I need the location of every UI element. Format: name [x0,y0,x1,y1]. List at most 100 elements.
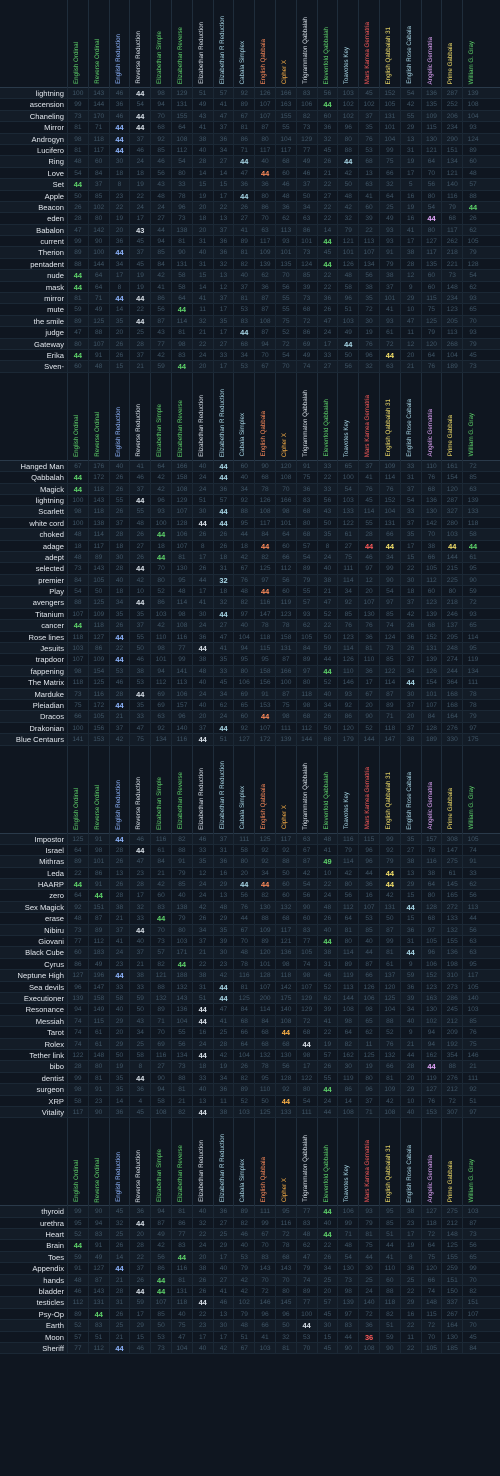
column-header[interactable]: Elizabethan R Reduction [212,1118,234,1207]
row-phrase[interactable]: mute [47,305,64,315]
column-header[interactable]: Cabala Simplex [233,0,254,88]
column-header[interactable]: Elizabethan Reduction [191,1118,213,1207]
column-header[interactable]: Reverse Reduction [129,1118,150,1207]
row-phrase[interactable]: Play [49,587,64,597]
row-phrase[interactable]: choked [39,530,65,540]
column-header[interactable]: Elizabethan R Reduction [212,745,234,834]
column-header[interactable]: William G. Gray [462,0,483,88]
column-header[interactable]: English Qabbala [254,745,275,834]
row-phrase[interactable]: Therion [38,248,64,258]
column-header[interactable]: English Qabbalah 31 [378,745,400,834]
row-phrase[interactable]: trapdoor [35,655,64,665]
row-phrase[interactable]: adept [44,552,64,562]
row-phrase[interactable]: Drakonian [29,723,64,733]
row-phrase[interactable]: Rolex [44,1039,64,1049]
column-header[interactable]: English Qabbalah 31 [378,1118,400,1207]
row-phrase[interactable]: mirror [44,294,64,304]
row-phrase[interactable]: Nibiru [44,925,64,935]
row-phrase[interactable]: Titanium [35,609,64,619]
row-phrase[interactable]: Executioner [23,994,64,1003]
row-phrase[interactable]: Mithras [39,857,64,867]
column-header[interactable]: Elevenfold Qabbalah [316,1118,338,1207]
row-phrase[interactable]: Apple [44,191,64,201]
column-header[interactable]: Toavotes Key [337,372,358,461]
row-phrase[interactable]: XRP [48,1096,64,1106]
column-header[interactable]: English Reduction [108,1118,130,1207]
row-phrase[interactable]: Giovani [38,937,64,947]
column-header[interactable]: Reverse Ordinal [87,1118,109,1207]
row-phrase[interactable]: HAARP [37,880,64,890]
column-header[interactable]: Angelic Gematria [420,0,442,88]
column-header[interactable]: English Rose Cabala [399,372,421,461]
row-phrase[interactable]: Leda [47,868,64,878]
column-header[interactable]: Angelic Gematria [420,745,442,834]
column-header[interactable]: William G. Gray [462,1118,483,1207]
column-header[interactable]: English Reduction [108,372,130,461]
row-phrase[interactable]: Ring [48,157,64,167]
row-phrase[interactable]: Tether link [29,1050,64,1060]
row-phrase[interactable]: Babalon [36,225,64,235]
row-phrase[interactable]: Scarlett [38,507,64,517]
row-phrase[interactable]: lightning [35,89,64,98]
column-header[interactable]: Elizabethan Reverse [170,745,192,834]
row-phrase[interactable]: selected [35,564,64,574]
column-header[interactable]: Elizabethan Simple [150,372,171,461]
row-phrase[interactable]: the smile [33,316,64,326]
row-phrase[interactable]: surgeon [36,1085,64,1095]
row-phrase[interactable]: Black Cube [25,948,64,958]
column-header[interactable]: Cabala Simplex [233,1118,254,1207]
column-header[interactable]: Reverse Reduction [129,745,150,834]
column-header[interactable]: Reverse Ordinal [87,372,109,461]
column-header[interactable]: English Ordinal [67,1118,88,1207]
column-header[interactable]: English Rose Cabala [399,745,421,834]
row-phrase[interactable]: Brain [46,1241,64,1251]
column-header[interactable]: Trigrammaton Qabbalah [295,745,317,834]
row-phrase[interactable]: Rose lines [28,632,64,642]
column-header[interactable]: English Qabbala [254,1118,275,1207]
column-header[interactable]: Angelic Gematria [420,372,442,461]
row-phrase[interactable]: Toes [47,1252,64,1262]
row-phrase[interactable]: cancer [41,621,64,631]
row-phrase[interactable]: erase [45,914,64,924]
column-header[interactable]: Reverse Reduction [129,0,150,88]
column-header[interactable]: Elizabethan R Reduction [212,372,234,461]
row-phrase[interactable]: Set [52,180,64,190]
row-phrase[interactable]: Lucifero [36,145,64,155]
column-header[interactable]: English Qabbala [254,0,275,88]
row-phrase[interactable]: Israel [45,845,64,855]
row-phrase[interactable]: lightning [35,495,64,505]
row-phrase[interactable]: eden [47,214,64,224]
column-header[interactable]: English Ordinal [67,0,88,88]
column-header[interactable]: Trigrammaton Qabbalah [295,1118,317,1207]
row-phrase[interactable]: Earth [45,1321,64,1331]
row-phrase[interactable]: Neptune High [17,971,64,981]
row-phrase[interactable]: Beacon [38,202,64,212]
row-phrase[interactable]: avengers [32,598,64,608]
row-phrase[interactable]: zero [49,891,64,901]
row-phrase[interactable]: Pleiadian [32,700,64,710]
row-phrase[interactable]: white cord [29,518,64,528]
column-header[interactable]: Prime Gabbala [441,372,462,461]
column-header[interactable]: Cipher X [274,1118,296,1207]
column-header[interactable]: Prime Gabbala [441,1118,462,1207]
column-header[interactable]: English Rose Cabala [399,0,421,88]
column-header[interactable]: Mars Kamea Gematria [358,745,379,834]
row-phrase[interactable]: Qabbalah [31,473,64,483]
row-phrase[interactable]: mask [45,282,64,292]
column-header[interactable]: Mars Kamea Gematria [358,0,379,88]
row-phrase[interactable]: Impostor [34,834,64,844]
column-header[interactable]: Cabala Simplex [233,745,254,834]
column-header[interactable]: Reverse Ordinal [87,0,109,88]
row-phrase[interactable]: Chaneling [29,111,64,121]
row-phrase[interactable]: dentist [41,1073,64,1083]
column-header[interactable]: Elizabethan Reverse [170,0,192,88]
column-header[interactable]: Reverse Ordinal [87,745,109,834]
column-header[interactable]: Elizabethan Simple [150,745,171,834]
row-phrase[interactable]: Sea devils [28,982,64,992]
row-phrase[interactable]: Tarot [47,1028,64,1038]
column-header[interactable]: Elevenfold Qabbalah [316,372,338,461]
column-header[interactable]: Elizabethan Simple [150,0,171,88]
column-header[interactable]: English Qabbala [254,372,275,461]
row-phrase[interactable]: Psy-Op [38,1309,64,1319]
column-header[interactable]: Cipher X [274,745,296,834]
